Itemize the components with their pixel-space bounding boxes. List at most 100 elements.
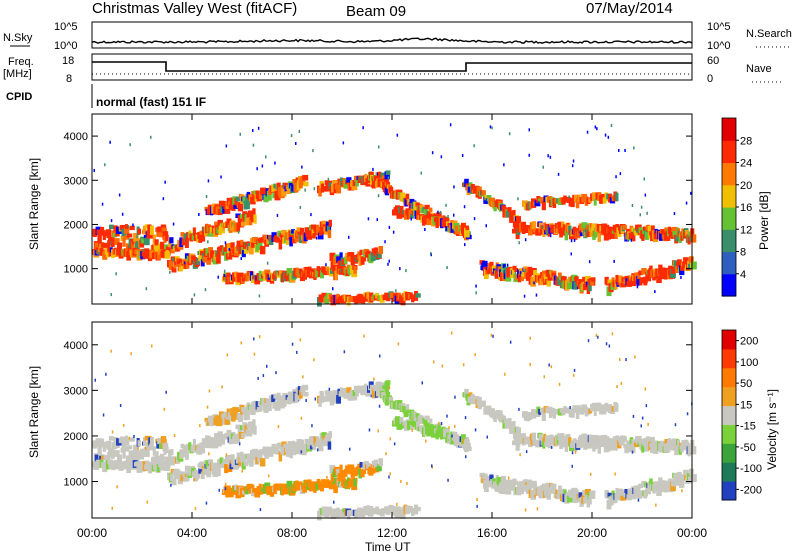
velocity-speckle-28 xyxy=(569,406,571,409)
velocity-cell-958 xyxy=(539,491,546,499)
velocity-cell-374 xyxy=(237,412,243,423)
velocity-speckle-4 xyxy=(542,437,544,441)
velocity-speckle-74 xyxy=(637,498,640,502)
power-speckle-50 xyxy=(485,224,487,228)
velocity-cell-767 xyxy=(581,433,588,440)
power-cbar-seg-4 xyxy=(722,184,736,208)
velocity-cell-1347 xyxy=(541,411,546,421)
velocity-cell-55 xyxy=(141,450,147,456)
velocity-speckle-106 xyxy=(406,482,408,485)
power-speckle-124 xyxy=(618,149,620,152)
power-speckle-121 xyxy=(256,167,258,171)
velocity-cell-76 xyxy=(159,453,165,462)
power-cell-278 xyxy=(180,232,185,237)
power-cell-412 xyxy=(280,185,284,190)
power-cbar-tick-5: 24 xyxy=(740,158,752,170)
power-speckle-74 xyxy=(636,285,639,289)
velocity-cell-648 xyxy=(471,394,475,403)
power-cell-1357 xyxy=(559,197,564,203)
power-speckle-127 xyxy=(439,210,442,214)
power-cell-1049 xyxy=(636,275,640,286)
velocity-cell-625 xyxy=(444,428,450,436)
power-speckle-129 xyxy=(430,252,432,256)
velocity-cell-1357 xyxy=(559,407,564,413)
power-speckle-56 xyxy=(223,274,226,278)
freq-tick-lo: 8 xyxy=(66,73,72,85)
velocity-cell-223 xyxy=(291,440,295,446)
power-speckle-147 xyxy=(503,163,505,167)
power-cell-692 xyxy=(514,222,519,232)
power-cell-387 xyxy=(252,194,256,201)
velocity-speckle-148 xyxy=(597,335,599,339)
velocity-speckle-110 xyxy=(647,422,649,426)
velocity-speckle-136 xyxy=(170,483,172,487)
power-cell-1232 xyxy=(338,260,343,269)
velocity-cell-1193 xyxy=(320,483,324,492)
velocity-cell-281 xyxy=(183,445,188,454)
velocity-cell-848 xyxy=(653,443,657,451)
velocity-cell-342 xyxy=(252,419,256,427)
power-speckle-119 xyxy=(392,230,395,234)
power-cell-362 xyxy=(224,206,231,214)
power-cell-1267 xyxy=(377,251,382,259)
power-speckle-133 xyxy=(619,172,622,176)
power-speckle-71 xyxy=(258,294,261,298)
power-cell-127 xyxy=(205,247,209,256)
power-cell-76 xyxy=(159,241,165,250)
power-speckle-58 xyxy=(453,213,455,217)
velocity-cbar-seg-1 xyxy=(722,462,736,482)
velocity-cell-155 xyxy=(230,454,235,464)
power-cell-1061 xyxy=(648,268,652,277)
velocity-cell-835 xyxy=(642,440,646,446)
power-cell-328 xyxy=(236,222,241,232)
velocity-cell-613 xyxy=(426,429,433,437)
velocity-cell-1285 xyxy=(340,508,347,517)
power-cell-876 xyxy=(678,234,682,243)
velocity-cell-1051 xyxy=(638,483,643,489)
power-speckle-118 xyxy=(396,133,399,137)
power-cell-790 xyxy=(602,223,608,231)
power-cell-1268 xyxy=(378,246,383,254)
velocity-cell-329 xyxy=(237,426,243,435)
velocity-colorbar: 200 100 50 15 -15 -50 -100 -200 xyxy=(721,329,762,501)
velocity-speckle-51 xyxy=(277,425,280,429)
velocity-cell-370 xyxy=(233,415,239,420)
power-cell-1311 xyxy=(379,295,385,303)
velocity-cell-934 xyxy=(517,487,522,496)
power-cell-296 xyxy=(200,235,206,242)
velocity-speckle-2 xyxy=(595,333,598,337)
power-cell-1367 xyxy=(577,194,581,202)
velocity-cell-689 xyxy=(512,440,516,446)
power-cell-1047 xyxy=(634,272,641,277)
velocity-cell-744 xyxy=(561,433,565,439)
power-cell-12 xyxy=(102,232,106,240)
velocity-cell-380 xyxy=(244,411,250,420)
velocity-speckle-49 xyxy=(574,450,577,454)
power-cell-308 xyxy=(214,221,219,229)
power-speckle-17 xyxy=(489,125,492,129)
power-speckle-84 xyxy=(129,143,131,147)
power-speckle-159 xyxy=(604,133,607,137)
velocity-speckle-143 xyxy=(572,373,575,377)
power-cell-1340 xyxy=(529,201,533,209)
power-cell-42 xyxy=(129,225,135,231)
power-cell-511 xyxy=(388,186,394,193)
power-cell-433 xyxy=(303,181,309,187)
velocity-speckle-157 xyxy=(539,412,541,416)
velocity-speckle-21 xyxy=(389,472,391,476)
power-cell-336 xyxy=(245,218,251,226)
velocity-cell-813 xyxy=(622,436,627,442)
power-panel: 1000 2000 3000 4000 Slant Range [km] 4 8 12 16… xyxy=(27,113,771,307)
power-cell-23 xyxy=(112,233,118,238)
power-cell-1 xyxy=(92,228,97,237)
power-cell-1006 xyxy=(582,276,586,282)
velocity-cell-395 xyxy=(261,397,267,406)
power-speckle-130 xyxy=(162,197,165,201)
power-cell-904 xyxy=(491,268,495,276)
velocity-cell-893 xyxy=(481,475,486,484)
power-speckle-79 xyxy=(101,202,104,206)
power-speckle-67 xyxy=(204,288,207,292)
velocity-cell-59 xyxy=(144,435,150,441)
velocity-cbar-tick-1: 100 xyxy=(740,357,758,369)
